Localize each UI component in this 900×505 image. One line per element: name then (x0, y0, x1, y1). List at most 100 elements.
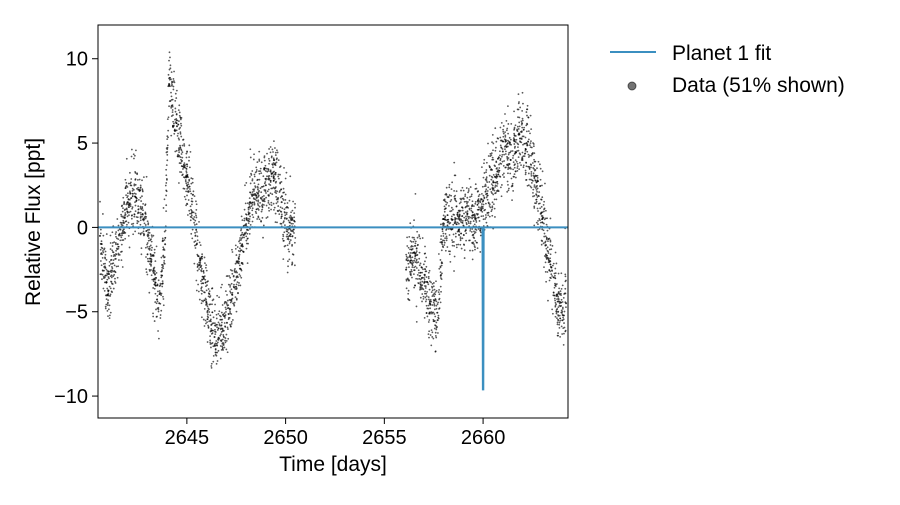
data-point (526, 114, 528, 117)
data-point (506, 157, 509, 160)
data-point (180, 122, 182, 125)
data-point (107, 315, 109, 318)
data-point (134, 172, 137, 174)
data-point (230, 282, 233, 285)
data-point (433, 303, 436, 305)
data-point (548, 279, 551, 282)
data-point (235, 288, 238, 291)
data-point (237, 291, 239, 294)
data-point (214, 330, 216, 333)
data-point (100, 264, 103, 267)
data-point (463, 216, 466, 219)
data-point (280, 201, 283, 204)
data-point (156, 300, 159, 303)
data-point (537, 223, 539, 226)
data-point (406, 256, 409, 259)
data-point (250, 205, 253, 208)
data-point (165, 204, 168, 207)
data-point (456, 211, 459, 214)
data-point (262, 185, 265, 188)
data-point (162, 246, 165, 249)
data-point (188, 185, 191, 188)
data-point (137, 179, 139, 181)
data-point (514, 135, 517, 137)
data-point (228, 275, 231, 277)
data-point (209, 339, 212, 342)
data-point (462, 198, 465, 201)
data-point (547, 252, 550, 255)
data-point (504, 113, 506, 115)
data-point (121, 210, 124, 213)
data-point (501, 153, 504, 156)
data-point (414, 284, 416, 287)
data-point (146, 253, 149, 256)
data-point (461, 186, 464, 189)
data-point (126, 192, 129, 195)
data-point (257, 186, 259, 189)
data-point (191, 177, 194, 180)
data-point (160, 256, 163, 259)
data-point (516, 150, 518, 152)
data-point (418, 274, 421, 277)
data-point (176, 119, 179, 122)
data-point (513, 132, 516, 135)
data-point (450, 228, 453, 231)
data-point (194, 235, 197, 237)
data-point (507, 168, 509, 171)
data-point (481, 192, 483, 195)
data-point (427, 283, 430, 286)
data-point (448, 194, 451, 196)
data-point (153, 287, 156, 290)
data-point (135, 149, 137, 152)
data-point (230, 322, 233, 325)
data-point (266, 216, 269, 218)
data-point (469, 249, 471, 252)
data-point (233, 286, 236, 289)
data-point (421, 271, 424, 274)
data-point (554, 301, 557, 304)
data-point (273, 206, 276, 209)
data-point (152, 280, 155, 283)
data-point (526, 108, 529, 111)
data-point (113, 264, 116, 267)
data-point (203, 256, 206, 259)
data-point (474, 246, 476, 249)
data-point (102, 275, 105, 278)
data-point (170, 71, 173, 74)
data-point (134, 196, 137, 199)
data-point (239, 250, 242, 253)
y-tick-label: 5 (77, 133, 88, 155)
data-point (488, 165, 491, 167)
data-point (274, 173, 277, 176)
data-point (186, 214, 189, 216)
data-point (485, 179, 488, 182)
data-point (179, 132, 182, 135)
data-point (465, 222, 468, 224)
data-point (123, 232, 126, 234)
data-point (460, 220, 462, 223)
data-point (464, 219, 467, 221)
data-point (108, 260, 111, 263)
data-point (128, 214, 130, 217)
data-point (185, 170, 188, 173)
data-point (251, 179, 254, 182)
data-point (408, 279, 410, 282)
data-point (533, 160, 536, 163)
data-point (528, 178, 531, 181)
data-point (122, 207, 124, 210)
data-point (247, 222, 250, 225)
data-point (169, 56, 171, 59)
data-point (102, 287, 105, 290)
data-point (289, 229, 292, 231)
data-point (551, 308, 554, 311)
data-point (108, 273, 111, 276)
data-point (467, 189, 470, 192)
data-point (279, 189, 281, 192)
data-point (105, 233, 108, 235)
data-point (229, 323, 232, 326)
data-point (563, 322, 565, 324)
data-point (541, 211, 544, 214)
data-point (536, 167, 538, 170)
data-point (280, 222, 283, 225)
